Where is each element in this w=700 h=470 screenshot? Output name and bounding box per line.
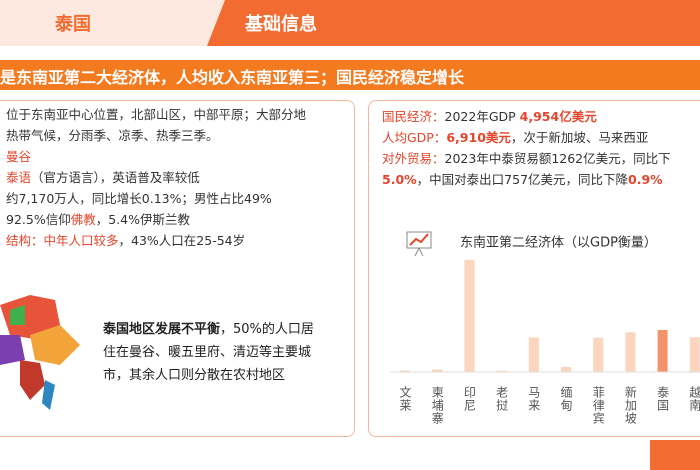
text-line: 结构：中年人口较多，43%人口在25-54岁 bbox=[6, 230, 306, 251]
x-tick-label: 缅甸 bbox=[559, 386, 573, 412]
header-country: 泰国 bbox=[55, 14, 91, 35]
x-tick-label: 印尼 bbox=[462, 386, 476, 412]
header-section: 基础信息 bbox=[245, 14, 317, 35]
left-lines: 位于东南亚中心位置，北部山区，中部平原；大部分地 热带气候，分雨季、凉季、热季三季… bbox=[6, 104, 306, 251]
x-tick-label: 越南 bbox=[688, 386, 700, 412]
text-line: 约7,170万人，同比增长0.13%；男性占比49% bbox=[6, 188, 306, 209]
text-run: 2022年GDP bbox=[444, 109, 520, 124]
text-run: 约7,170万人，同比增长0.13%；男性占比49% bbox=[6, 191, 272, 206]
logo bbox=[650, 440, 700, 470]
text-line: 92.5%信仰佛教，5.4%伊斯兰教 bbox=[6, 209, 306, 230]
text-run: 佛教 bbox=[70, 212, 96, 227]
text-line: 曼谷 bbox=[6, 146, 306, 167]
bar bbox=[432, 369, 443, 372]
bar bbox=[400, 370, 410, 372]
text-run: 4,954亿美元 bbox=[519, 109, 597, 124]
bar bbox=[528, 337, 539, 372]
x-tick-label: 菲律宾 bbox=[591, 386, 605, 425]
text-run: （官方语言），英语普及率较低 bbox=[31, 170, 200, 185]
text-run: 热带气候，分雨季、凉季、热季三季。 bbox=[6, 128, 219, 143]
text-line: 热带气候，分雨季、凉季、热季三季。 bbox=[6, 125, 306, 146]
text-run: 泰国地区发展不平衡 bbox=[103, 322, 221, 337]
text-line: 泰语（官方语言），英语普及率较低 bbox=[6, 167, 306, 188]
text-line: 人均GDP：6,910美元，次于新加坡、马来西亚 bbox=[382, 127, 671, 148]
text-run: 国民经济： bbox=[382, 109, 445, 124]
text-run: ，43%人口在25-54岁 bbox=[118, 233, 246, 248]
text-run: 5.0% bbox=[382, 172, 417, 187]
text-run: ，中国对泰出口757亿美元，同比下降 bbox=[416, 172, 629, 187]
text-line: 对外贸易：2023年中泰贸易额1262亿美元，同比下 bbox=[382, 148, 671, 169]
text-run: 对外贸易： bbox=[382, 151, 445, 166]
chart: 东南亚第二经济体（以GDP衡量） 文莱 柬埔寨 印尼 老挝 马来 缅甸 菲律宾 新加坡 泰国 越南 bbox=[390, 235, 700, 425]
bar bbox=[689, 337, 700, 372]
text-run: 人均GDP： bbox=[382, 130, 447, 145]
text-run: 2023年中泰贸易额1262亿美元，同比下 bbox=[444, 151, 671, 166]
x-tick-label: 泰国 bbox=[656, 386, 670, 412]
text-run: 泰语 bbox=[6, 170, 32, 185]
text-run: 位于东南亚中心位置，北部山区，中部平原；大部分地 bbox=[6, 107, 307, 122]
chart-title: 东南亚第二经济体（以GDP衡量） bbox=[460, 235, 657, 251]
bar bbox=[464, 260, 475, 372]
bar bbox=[496, 370, 507, 372]
left-panel bbox=[0, 100, 355, 437]
text-run: 0.9% bbox=[628, 172, 663, 187]
bar bbox=[593, 337, 604, 372]
x-tick-label: 柬埔寨 bbox=[430, 386, 444, 425]
map bbox=[0, 295, 80, 410]
right-lines: 国民经济：2022年GDP 4,954亿美元 人均GDP：6,910美元，次于新加… bbox=[382, 106, 671, 190]
note: 泰国地区发展不平衡，50%的人口居住在曼谷、暖五里府、清迈等主要城市，其余人口则… bbox=[103, 318, 318, 387]
bar bbox=[657, 329, 668, 372]
text-run: ，50%的人口居住在曼谷、暖五里府、清迈等主要城市，其余人口则分散在农村地区 bbox=[103, 322, 314, 383]
chart-icon bbox=[406, 231, 432, 257]
bar bbox=[561, 366, 571, 372]
banner-text: 是东南亚第二大经济体，人均收入东南亚第三；国民经济稳定增长 bbox=[0, 68, 465, 87]
header-tab bbox=[0, 0, 225, 46]
text-line: 位于东南亚中心位置，北部山区，中部平原；大部分地 bbox=[6, 104, 306, 125]
text-line: 国民经济：2022年GDP 4,954亿美元 bbox=[382, 106, 671, 127]
right-panel bbox=[368, 100, 700, 437]
text-run: ，5.4%伊斯兰教 bbox=[95, 212, 190, 227]
x-tick-label: 老挝 bbox=[495, 386, 509, 412]
banner-bg bbox=[0, 60, 700, 90]
text-run: 92.5%信仰 bbox=[6, 212, 71, 227]
text-run: 结构：中年人口较多 bbox=[6, 233, 119, 248]
text-run: 曼谷 bbox=[6, 149, 32, 164]
text-run: ，次于新加坡、马来西亚 bbox=[510, 130, 649, 145]
x-tick-label: 文莱 bbox=[398, 385, 412, 412]
x-tick-label: 新加坡 bbox=[623, 385, 637, 425]
text-run: 6,910美元 bbox=[446, 130, 511, 145]
bar bbox=[625, 332, 636, 372]
text-line: 5.0%，中国对泰出口757亿美元，同比下降0.9% bbox=[382, 169, 671, 190]
x-tick-label: 马来 bbox=[527, 386, 541, 412]
